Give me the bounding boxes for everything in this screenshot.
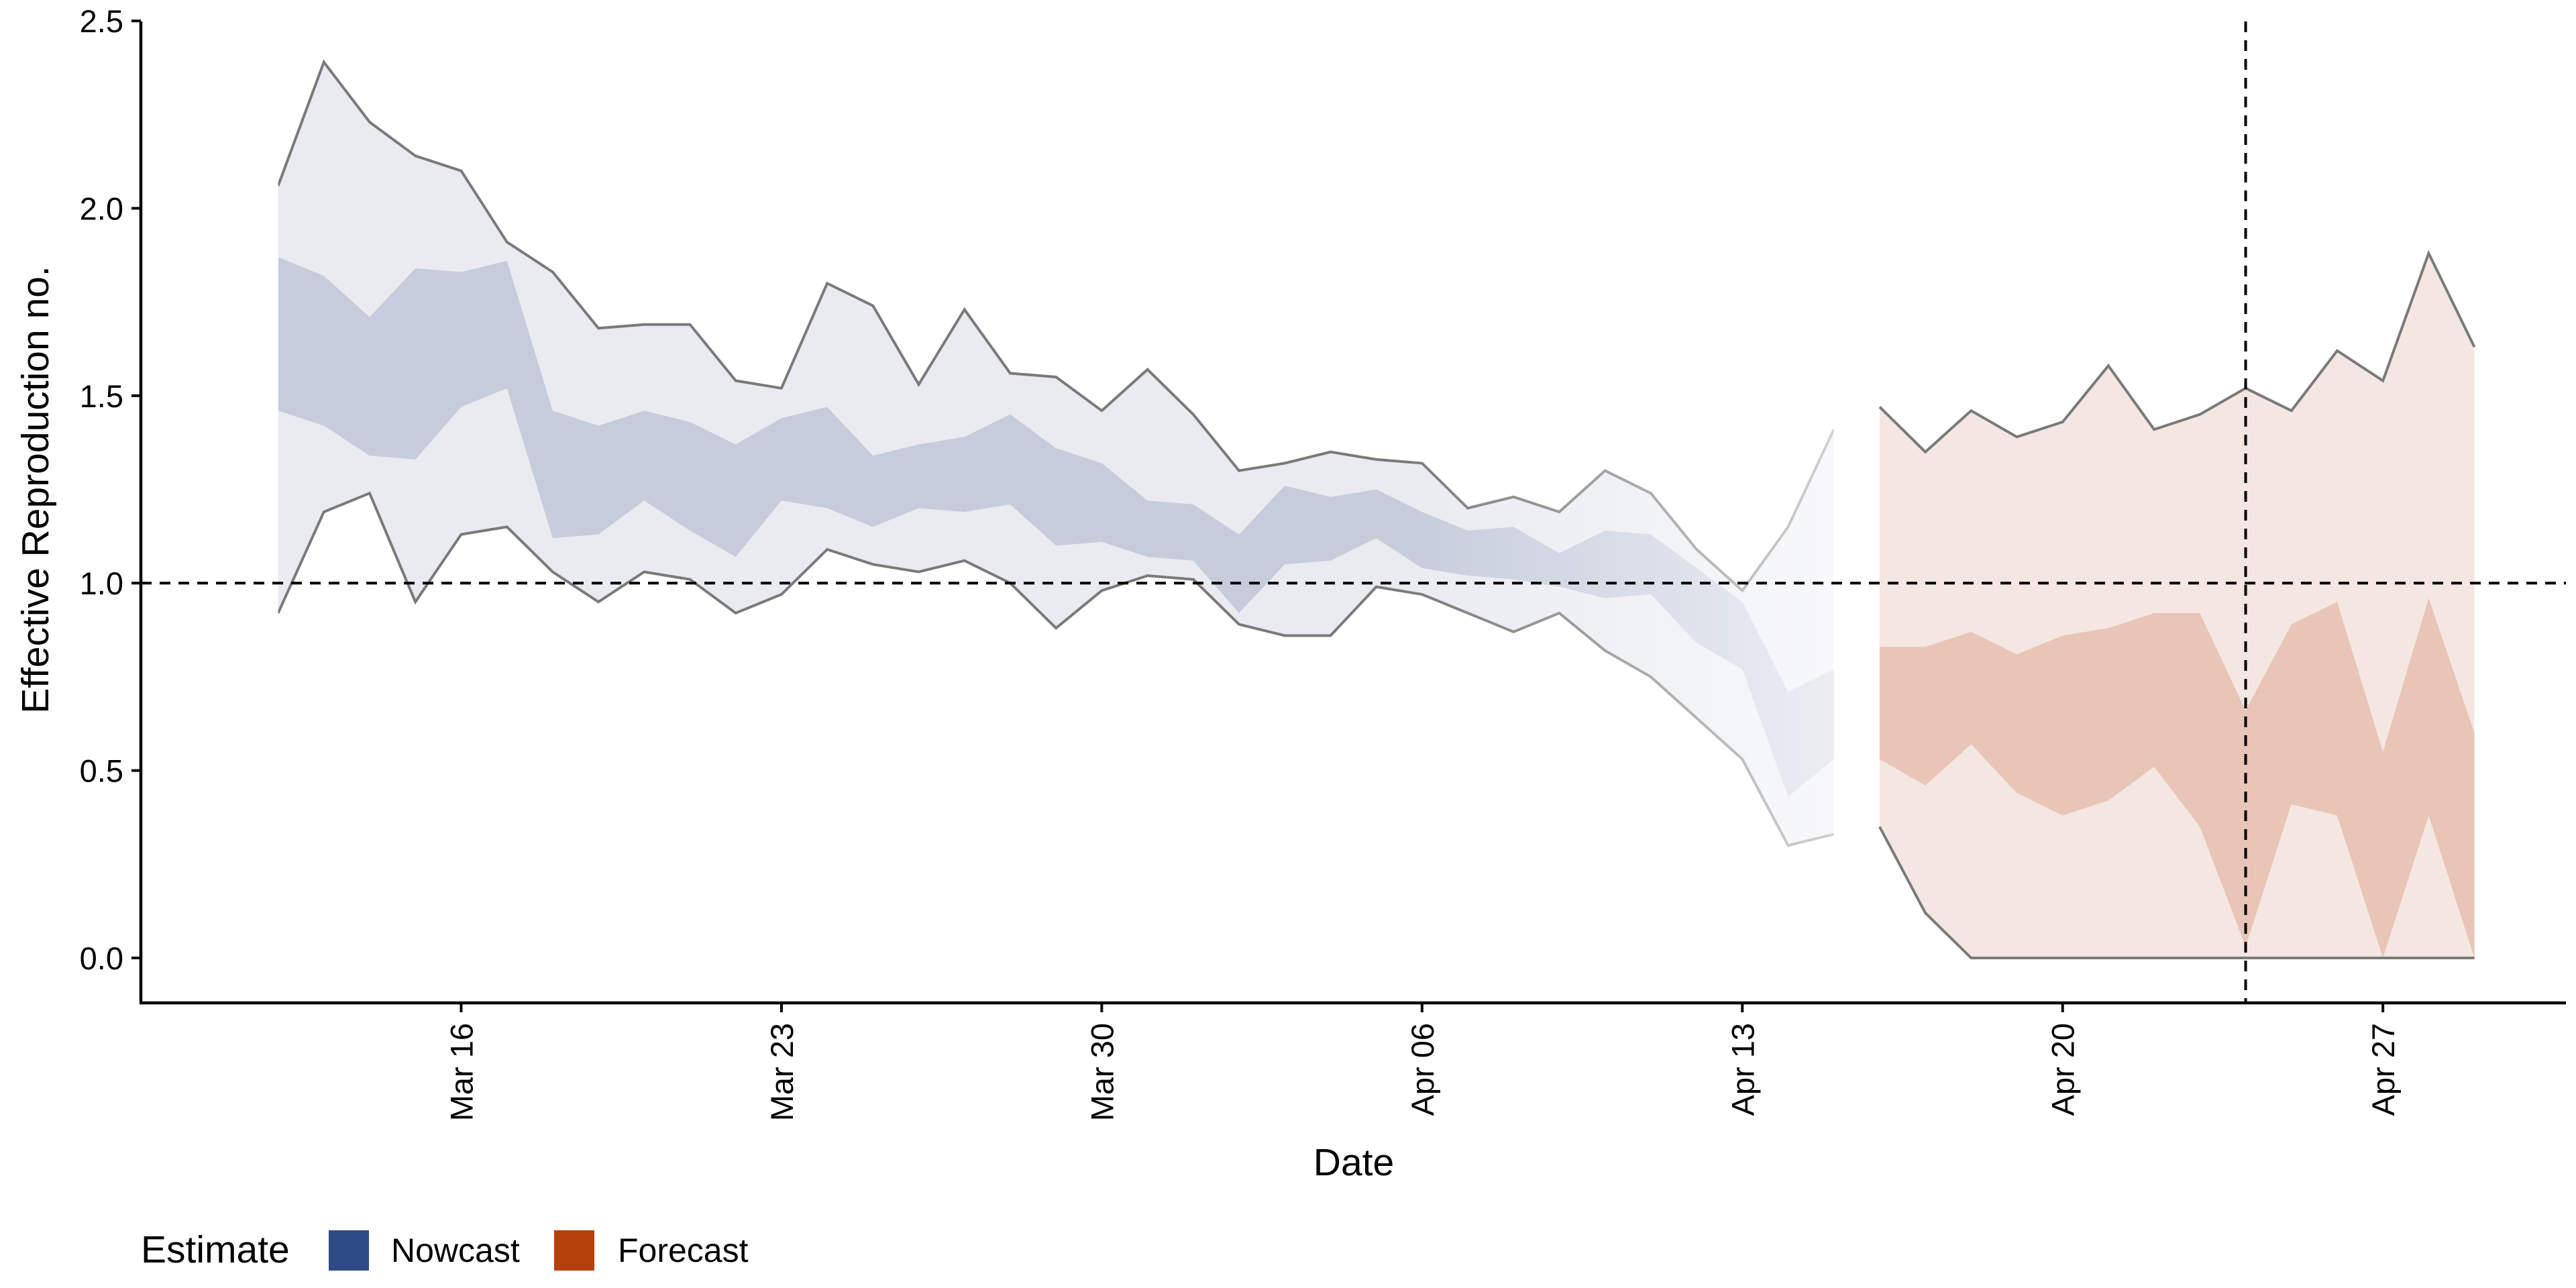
legend-label-forecast: Forecast xyxy=(618,1232,749,1269)
x-tick-label: Apr 06 xyxy=(1405,1023,1440,1116)
forecast-lower-bound-line xyxy=(1878,826,2475,959)
forecast-series xyxy=(1878,250,2476,959)
forecast-upper-bound-line xyxy=(1878,250,2476,454)
x-tick-label: Mar 23 xyxy=(764,1023,800,1121)
x-tick-label: Mar 30 xyxy=(1084,1023,1120,1121)
y-tick-label: 2.5 xyxy=(80,3,123,39)
legend-label-nowcast: Nowcast xyxy=(391,1232,520,1269)
x-axis-title: Date xyxy=(1313,1141,1394,1184)
x-tick-label: Apr 13 xyxy=(1725,1023,1760,1116)
y-tick-label: 1.5 xyxy=(80,378,123,414)
legend: Estimate Nowcast Forecast xyxy=(141,1228,749,1271)
y-tick-label: 2.0 xyxy=(80,191,123,227)
nowcast-band-50 xyxy=(278,257,1834,797)
y-tick-label: 1.0 xyxy=(80,566,123,601)
x-tick-label: Apr 20 xyxy=(2045,1023,2081,1116)
x-tick-label: Mar 16 xyxy=(443,1023,479,1121)
nowcast-lower-bound-line xyxy=(276,491,1835,847)
y-tick-label: 0.5 xyxy=(80,753,123,789)
y-axis-title: Effective Reproduction no. xyxy=(14,266,57,714)
plot-area xyxy=(141,21,2566,1003)
reference-lines xyxy=(141,21,2566,1003)
legend-swatch-forecast xyxy=(554,1230,594,1271)
axes: 0.0 0.5 1.0 1.5 2.0 2.5 Mar 16 Mar 23 Mar 30 Apr … xyxy=(80,3,2566,1121)
nowcast-upper-bound-line xyxy=(276,59,1835,593)
forecast-band-50 xyxy=(1879,598,2475,958)
x-tick-label: Apr 27 xyxy=(2365,1023,2401,1116)
nowcast-series xyxy=(276,59,1835,847)
legend-title: Estimate xyxy=(141,1228,290,1271)
legend-swatch-nowcast xyxy=(329,1230,369,1271)
y-tick-label: 0.0 xyxy=(80,941,123,976)
